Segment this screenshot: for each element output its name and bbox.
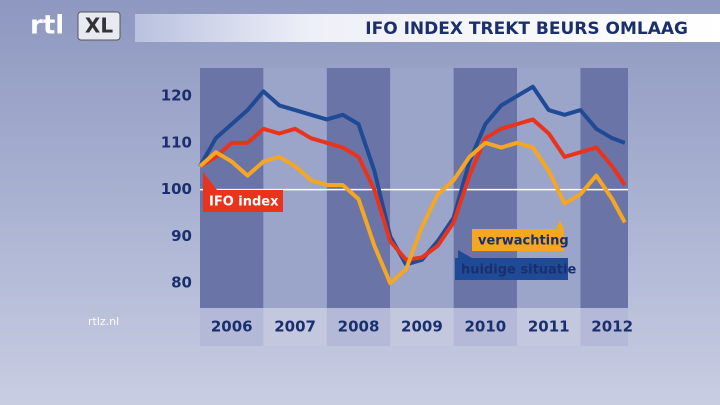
legend-box: [472, 220, 564, 251]
x-tick-label: 2010: [464, 318, 506, 336]
title-bar: [135, 14, 720, 42]
x-tick-label: 2007: [274, 318, 316, 336]
logo-badge-box: [77, 11, 121, 41]
chart-title: IFO INDEX TREKT BEURS OMLAAG: [365, 19, 688, 39]
legend-box: [203, 172, 283, 212]
year-label-band: [390, 308, 454, 346]
year-label-band: [580, 308, 628, 346]
y-tick-label: 110: [161, 133, 192, 151]
y-tick-label: 90: [171, 227, 192, 245]
y-tick-label: 100: [161, 180, 192, 198]
x-tick-label: 2011: [528, 318, 570, 336]
logo: rtl: [30, 11, 64, 41]
year-label-band: [200, 308, 264, 346]
legend-box: [455, 250, 568, 280]
year-band: [326, 68, 391, 308]
x-tick-label: 2008: [338, 318, 380, 336]
x-tick-label: 2006: [211, 318, 253, 336]
series-line: [198, 84, 626, 267]
series-line: [198, 140, 627, 286]
logo-badge: XL: [85, 14, 113, 38]
x-tick-label: 2009: [401, 318, 443, 336]
year-label-band: [326, 308, 391, 346]
year-label-band: [517, 308, 581, 346]
year-band: [263, 68, 327, 308]
source: rtlz.nl: [88, 315, 119, 328]
y-tick-label: 80: [171, 274, 192, 292]
x-tick-label: 2012: [591, 318, 633, 336]
y-tick-label: 120: [161, 87, 192, 105]
year-label-band: [453, 308, 518, 346]
legend-label: verwachting: [478, 234, 569, 249]
legend-label: IFO index: [209, 195, 279, 210]
series-line: [198, 117, 627, 262]
legend-label: huidige situatie: [461, 263, 576, 278]
year-label-band: [263, 308, 327, 346]
